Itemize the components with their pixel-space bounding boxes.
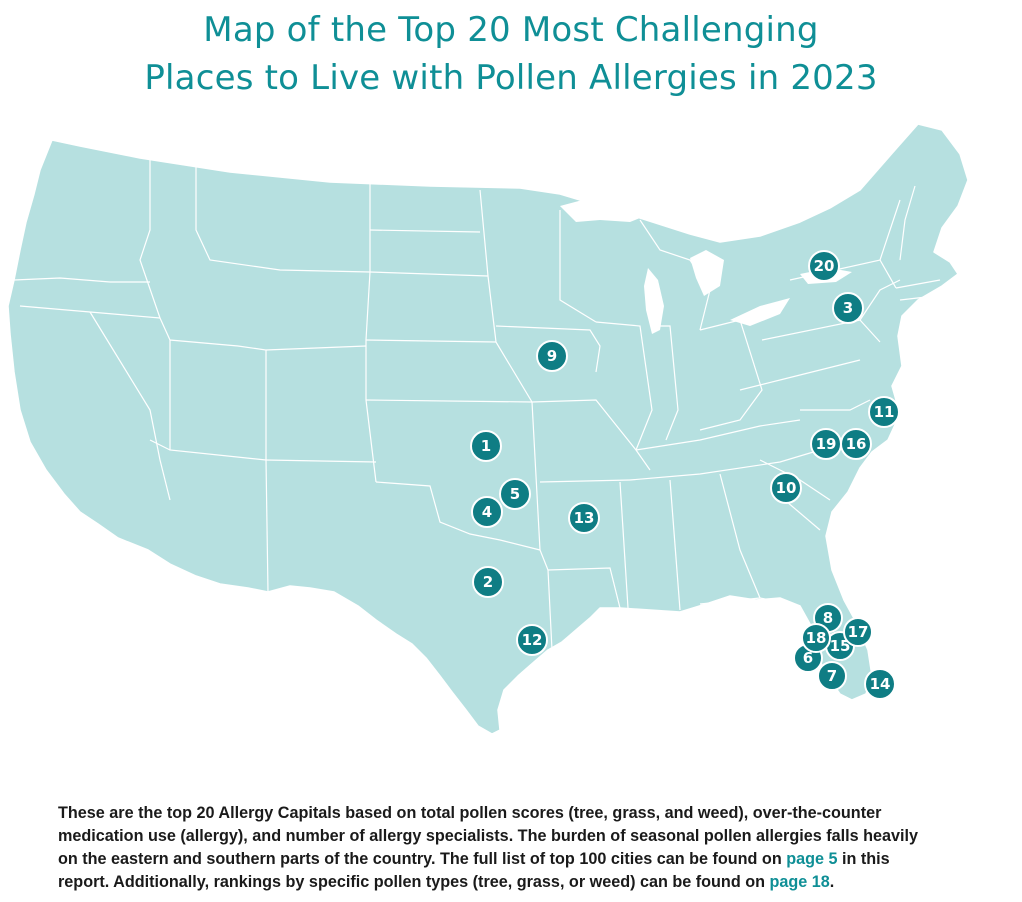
marker-label: 9 <box>547 347 557 365</box>
title-line-1: Map of the Top 20 Most Challenging <box>203 10 819 50</box>
us-landmass <box>7 123 969 735</box>
marker-20[interactable]: 20 <box>808 250 840 282</box>
title-line-2: Places to Live with Pollen Allergies in … <box>144 58 878 98</box>
marker-label: 20 <box>814 257 835 275</box>
marker-label: 14 <box>870 675 891 693</box>
marker-label: 6 <box>803 649 813 667</box>
page-18-link[interactable]: page 18 <box>769 873 830 892</box>
marker-label: 7 <box>827 667 837 685</box>
marker-label: 12 <box>522 631 543 649</box>
marker-17[interactable]: 17 <box>843 617 873 647</box>
marker-label: 16 <box>846 435 867 453</box>
marker-label: 19 <box>816 435 837 453</box>
lake-superior <box>560 198 650 222</box>
marker-label: 2 <box>483 573 493 591</box>
us-map: 1 2 3 4 5 6 7 8 9 10 11 12 13 14 15 16 1… <box>0 110 1022 760</box>
page-5-link[interactable]: page 5 <box>786 850 838 869</box>
marker-label: 15 <box>830 637 851 655</box>
city-markers: 1 2 3 4 5 6 7 8 9 10 11 12 13 14 15 16 1… <box>470 250 900 700</box>
marker-label: 1 <box>481 437 491 455</box>
marker-2[interactable]: 2 <box>472 566 504 598</box>
marker-13[interactable]: 13 <box>568 502 600 534</box>
marker-18[interactable]: 18 <box>801 623 831 653</box>
page-title: Map of the Top 20 Most Challenging Place… <box>0 6 1022 102</box>
great-lakes <box>560 198 852 334</box>
marker-label: 18 <box>806 629 827 647</box>
marker-4[interactable]: 4 <box>471 496 503 528</box>
caption-part-2: in this report. Additionally, rankings b… <box>58 850 890 892</box>
marker-label: 8 <box>823 609 833 627</box>
lake-michigan <box>644 268 664 334</box>
marker-label: 3 <box>843 299 853 317</box>
lake-huron <box>690 250 724 296</box>
marker-label: 5 <box>510 485 520 503</box>
marker-label: 17 <box>848 623 869 641</box>
marker-label: 4 <box>482 503 492 521</box>
marker-label: 13 <box>574 509 595 527</box>
caption-text: These are the top 20 Allergy Capitals ba… <box>58 802 918 894</box>
marker-label: 10 <box>776 479 797 497</box>
marker-19[interactable]: 19 <box>810 428 842 460</box>
caption-part-1: These are the top 20 Allergy Capitals ba… <box>58 804 919 869</box>
marker-label: 11 <box>874 403 895 421</box>
marker-7[interactable]: 7 <box>817 661 847 691</box>
marker-11[interactable]: 11 <box>868 396 900 428</box>
us-map-svg: 1 2 3 4 5 6 7 8 9 10 11 12 13 14 15 16 1… <box>7 123 969 735</box>
marker-1[interactable]: 1 <box>470 430 502 462</box>
caption-part-3: . <box>829 873 835 892</box>
marker-9[interactable]: 9 <box>536 340 568 372</box>
marker-12[interactable]: 12 <box>516 624 548 656</box>
marker-14[interactable]: 14 <box>864 668 896 700</box>
marker-5[interactable]: 5 <box>499 478 531 510</box>
marker-10[interactable]: 10 <box>770 472 802 504</box>
marker-3[interactable]: 3 <box>832 292 864 324</box>
lake-erie <box>730 298 790 326</box>
marker-16[interactable]: 16 <box>840 428 872 460</box>
